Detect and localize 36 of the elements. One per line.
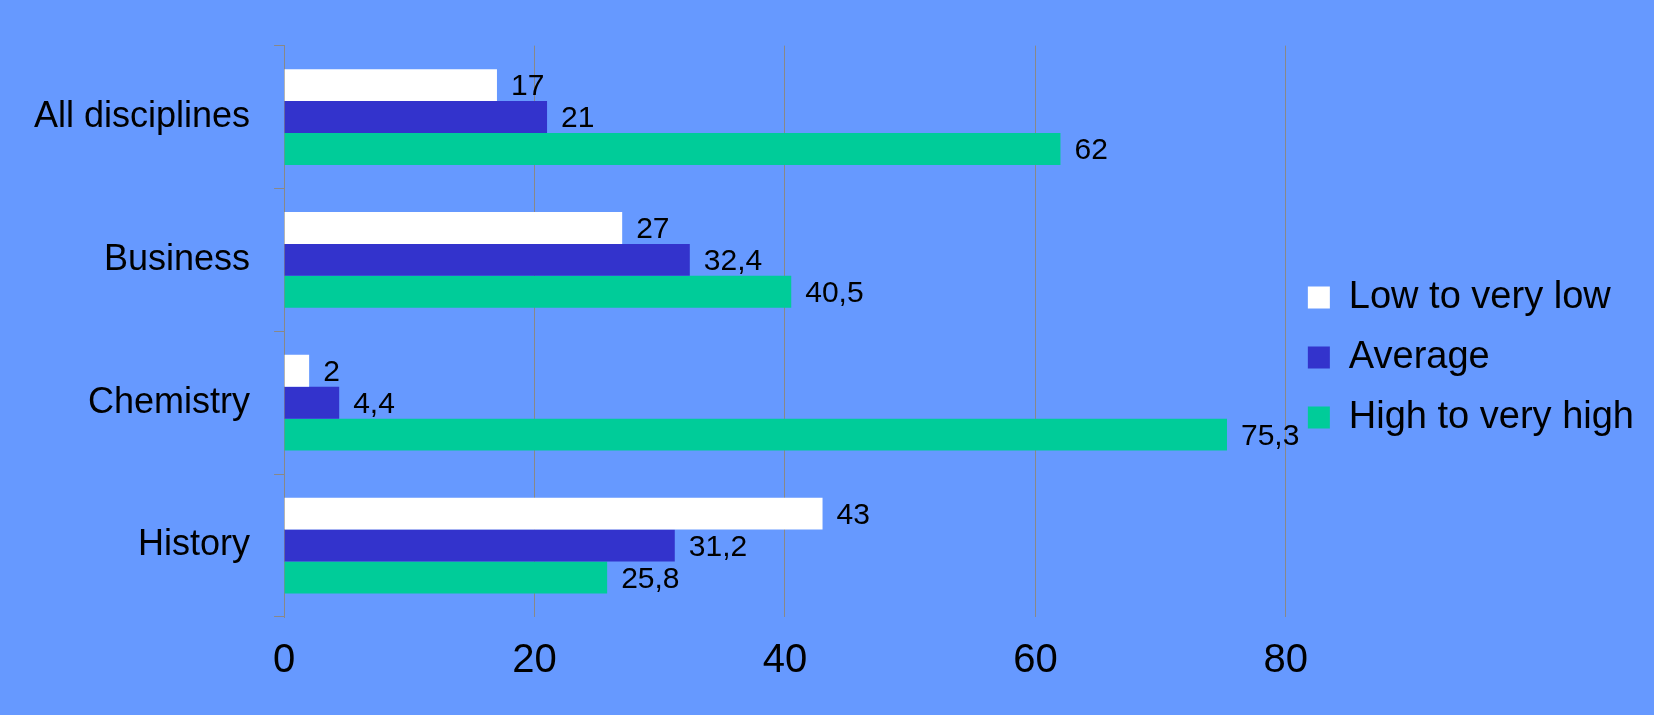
data-label: 25,8 <box>621 560 680 594</box>
x-tick-label: 20 <box>512 636 557 681</box>
data-label: 21 <box>561 100 595 134</box>
bar <box>284 132 1061 165</box>
bar <box>284 243 690 276</box>
data-label: 2 <box>323 354 340 388</box>
bar <box>284 101 548 133</box>
data-label: 62 <box>1074 132 1108 166</box>
y-tick-label: All disciplines <box>33 93 251 135</box>
data-label: 40,5 <box>805 275 864 309</box>
bar <box>284 354 310 387</box>
data-label: 31,2 <box>688 528 748 562</box>
bar <box>284 275 792 308</box>
bar <box>284 212 623 244</box>
data-label: 75,3 <box>1241 417 1300 451</box>
x-tick-label: 0 <box>272 636 296 681</box>
bar <box>284 418 1227 451</box>
x-tick-label: 80 <box>1263 636 1309 681</box>
data-label: 43 <box>836 496 870 530</box>
legend-label: Low to very low <box>1348 273 1612 316</box>
data-label: 17 <box>510 68 545 102</box>
y-tick-label: History <box>138 522 251 564</box>
bar <box>284 69 497 102</box>
legend-label: High to very high <box>1348 393 1635 436</box>
legend-label: Average <box>1348 333 1490 376</box>
bar <box>284 561 608 594</box>
y-tick-label: Business <box>104 236 251 278</box>
data-label: 32,4 <box>703 243 763 277</box>
bar <box>284 497 823 530</box>
data-label: 27 <box>636 211 670 245</box>
x-tick-label: 40 <box>762 636 808 681</box>
bar <box>284 529 675 562</box>
y-tick-label: Chemistry <box>88 379 251 421</box>
data-label: 4,4 <box>353 385 395 419</box>
x-tick-label: 60 <box>1013 636 1058 681</box>
bar <box>284 386 340 419</box>
